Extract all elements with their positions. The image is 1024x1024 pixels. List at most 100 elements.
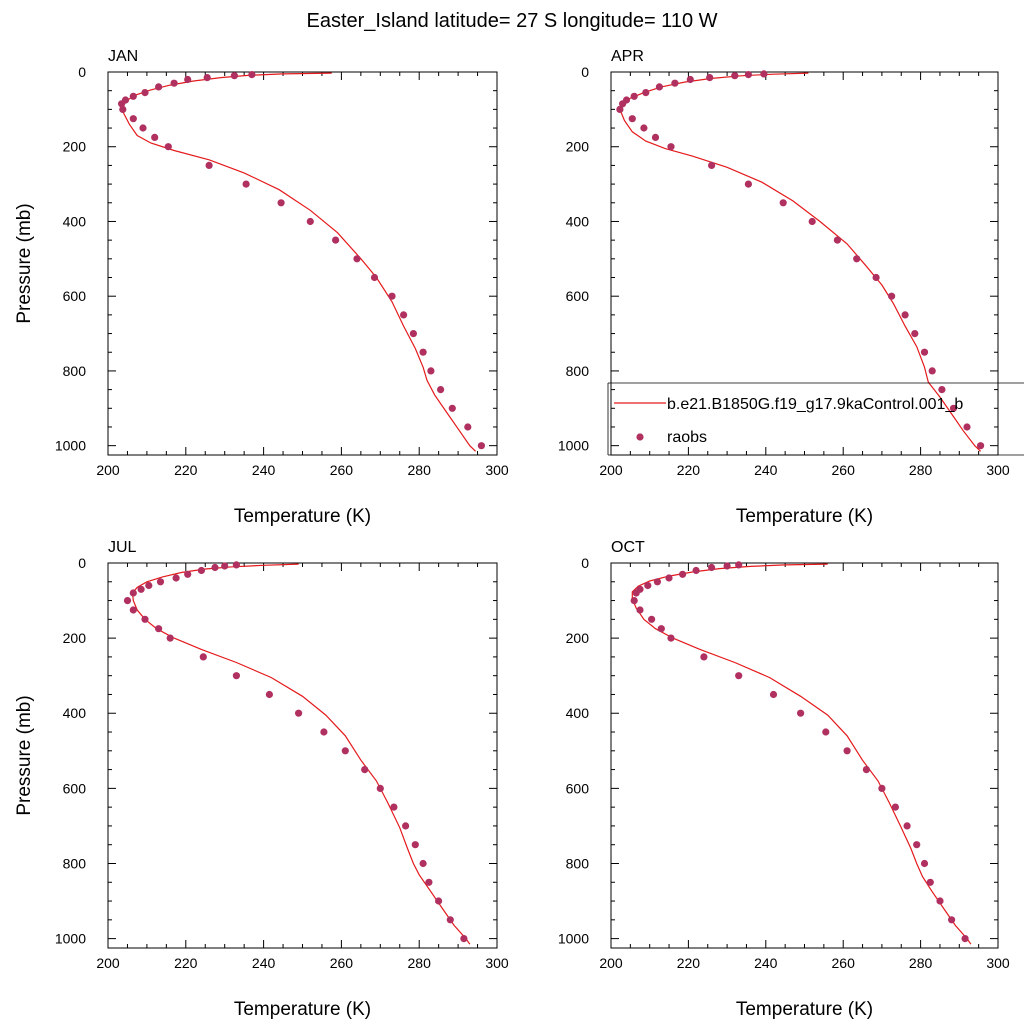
raobs-point	[926, 878, 934, 886]
raobs-point	[731, 72, 739, 80]
legend: b.e21.B1850G.f19_g17.9kaControl.001_brao…	[607, 382, 1024, 456]
y-tick-label: 0	[78, 555, 86, 571]
raobs-point	[361, 766, 369, 774]
raobs-point	[735, 672, 743, 680]
raobs-point	[708, 563, 716, 572]
raobs-point	[872, 273, 880, 282]
x-tick-label: 220	[174, 955, 198, 971]
raobs-point	[913, 841, 921, 849]
raobs-point	[706, 74, 714, 82]
x-tick-label: 200	[96, 462, 120, 478]
raobs-point	[427, 367, 435, 375]
raobs-point	[630, 92, 638, 100]
raobs-point	[119, 105, 127, 113]
y-tick-label: 1000	[558, 438, 589, 454]
raobs-point	[636, 606, 644, 614]
y-tick-label: 0	[581, 64, 589, 80]
panel-title-apr: APR	[611, 48, 644, 65]
raobs-point	[642, 89, 650, 97]
raobs-point	[464, 423, 472, 431]
raobs-point	[928, 367, 936, 375]
raobs-point	[425, 878, 433, 886]
raobs-point	[411, 841, 419, 849]
raobs-point	[203, 74, 211, 82]
raobs-point	[632, 589, 640, 597]
x-tick-label: 280	[909, 955, 933, 971]
y-tick-label: 600	[63, 288, 87, 304]
x-axis-title: Temperature (K)	[736, 999, 873, 1020]
raobs-point	[655, 83, 664, 91]
raobs-point	[822, 728, 830, 736]
raobs-point	[862, 766, 871, 774]
y-tick-label: 800	[63, 855, 87, 871]
raobs-point	[388, 292, 396, 300]
y-tick-label: 200	[63, 630, 87, 646]
raobs-point	[232, 672, 240, 680]
x-tick-label: 300	[485, 955, 509, 971]
raobs-point	[446, 916, 454, 924]
plot-frame	[107, 71, 498, 456]
raobs-point	[141, 89, 149, 97]
raobs-point	[320, 728, 328, 736]
raobs-point	[644, 581, 652, 590]
figure-title: Easter_Island latitude= 27 S longitude= …	[306, 10, 717, 32]
raobs-point	[166, 634, 174, 642]
raobs-point	[370, 273, 379, 282]
y-tick-label: 0	[78, 64, 86, 80]
raobs-point	[619, 100, 627, 108]
raobs-point	[667, 143, 675, 151]
x-tick-label: 200	[96, 955, 120, 971]
raobs-point	[744, 71, 753, 79]
raobs-point	[744, 180, 753, 188]
y-tick-label: 200	[63, 139, 87, 155]
x-tick-label: 260	[330, 955, 354, 971]
raobs-point	[735, 561, 743, 569]
raobs-point	[692, 566, 700, 575]
raobs-point	[769, 690, 778, 699]
raobs-point	[948, 916, 956, 924]
y-tick-label: 400	[63, 705, 87, 721]
raobs-point	[205, 161, 213, 169]
x-tick-label: 240	[252, 955, 276, 971]
y-tick-label: 0	[581, 555, 589, 571]
raobs-point	[878, 784, 886, 793]
raobs-point	[949, 404, 958, 412]
raobs-point	[118, 100, 126, 108]
raobs-point	[265, 690, 273, 699]
x-tick-label: 240	[754, 462, 778, 478]
x-tick-label: 240	[252, 462, 276, 478]
raobs-point	[616, 105, 624, 113]
raobs-point	[888, 292, 896, 300]
raobs-point	[211, 563, 219, 572]
raobs-point	[197, 566, 205, 575]
raobs-point	[671, 79, 679, 87]
raobs-point	[155, 625, 163, 633]
x-axis-title: Temperature (K)	[736, 506, 873, 527]
x-axis-title: Temperature (K)	[234, 506, 371, 527]
panel-title-oct: OCT	[611, 539, 645, 556]
raobs-point	[170, 79, 178, 87]
x-tick-label: 300	[986, 462, 1010, 478]
raobs-point	[843, 747, 851, 755]
raobs-point	[437, 386, 445, 394]
x-axis-title: Temperature (K)	[234, 999, 371, 1020]
raobs-point	[920, 348, 929, 356]
raobs-point	[833, 236, 842, 244]
raobs-point	[139, 124, 147, 132]
raobs-point	[141, 615, 149, 623]
raobs-point	[419, 348, 427, 356]
raobs-point	[306, 217, 314, 226]
x-tick-label: 280	[408, 955, 432, 971]
y-tick-label: 800	[63, 363, 87, 379]
y-tick-label: 600	[566, 780, 590, 796]
y-tick-label: 600	[566, 288, 590, 304]
raobs-point	[129, 606, 137, 614]
raobs-point	[938, 386, 946, 394]
raobs-point	[341, 747, 349, 755]
raobs-point	[920, 859, 929, 868]
raobs-point	[648, 615, 656, 623]
raobs-point	[460, 935, 468, 943]
x-tick-label: 300	[986, 955, 1010, 971]
raobs-point	[151, 133, 159, 141]
raobs-point	[199, 653, 207, 661]
